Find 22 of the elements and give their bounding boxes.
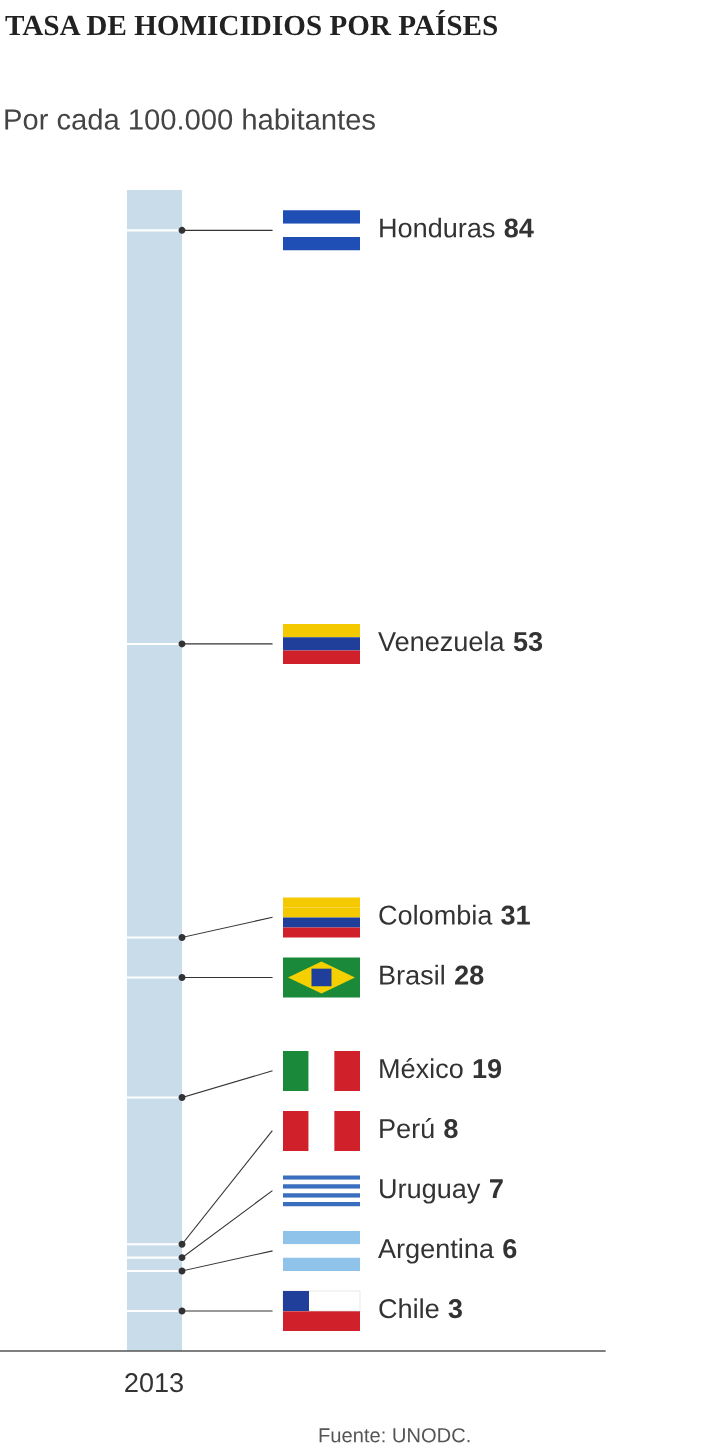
category-label: Honduras: [380, 217, 495, 238]
category-label: Chile: [379, 1298, 439, 1319]
category-label: Perú: [380, 1118, 434, 1139]
category-label: Uruguay: [380, 1179, 481, 1204]
data-label: 8: [444, 1119, 458, 1139]
text: TASA DE HOMICIDIOS POR PAÍSES: [5, 10, 498, 36]
text: 2013: [125, 1373, 183, 1393]
data-label: 28: [455, 965, 484, 985]
category-label: México: [380, 1058, 463, 1079]
data-label: 19: [473, 1059, 502, 1079]
data-label: 3: [448, 1299, 462, 1319]
data-label: 84: [504, 218, 534, 238]
category-label: Brasil: [380, 964, 444, 985]
data-label: 31: [501, 905, 530, 925]
category-label: Argentina: [378, 1238, 494, 1264]
text: Por cada 100.000 habitantes: [5, 108, 375, 130]
data-label: 7: [490, 1179, 503, 1198]
source-note: Fuente: UNODC.: [319, 1428, 470, 1443]
data-label: 53: [513, 632, 543, 652]
data-label: 6: [503, 1239, 517, 1259]
category-label: Venezuela: [378, 631, 505, 652]
category-label: Colombia: [379, 904, 493, 925]
